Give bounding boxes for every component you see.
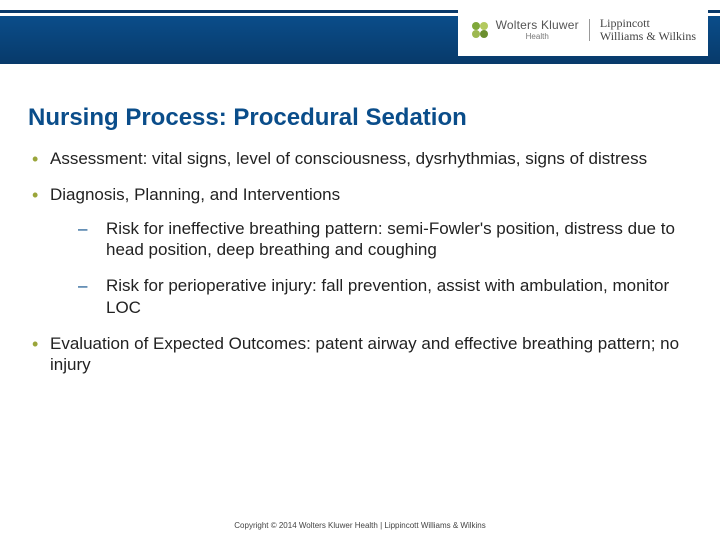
list-item: Assessment: vital signs, level of consci…	[28, 148, 692, 170]
list-item: Risk for perioperative injury: fall prev…	[66, 275, 692, 319]
bullet-text: Risk for ineffective breathing pattern: …	[106, 219, 675, 260]
slide-title: Nursing Process: Procedural Sedation	[28, 104, 700, 132]
list-item: Risk for ineffective breathing pattern: …	[66, 218, 692, 262]
brand-logo-box: Wolters Kluwer Health Lippincott William…	[458, 4, 708, 56]
lww-line2: Williams & Wilkins	[600, 30, 696, 43]
copyright-footer: Copyright © 2014 Wolters Kluwer Health |…	[0, 521, 720, 530]
bullet-list-lvl2: Risk for ineffective breathing pattern: …	[50, 218, 692, 319]
bullet-text: Diagnosis, Planning, and Interventions	[50, 185, 340, 204]
wk-brand-name: Wolters Kluwer	[496, 19, 579, 31]
bullet-text: Evaluation of Expected Outcomes: patent …	[50, 334, 679, 375]
header-bar: Wolters Kluwer Health Lippincott William…	[0, 0, 720, 74]
bullet-text: Risk for perioperative injury: fall prev…	[106, 276, 669, 317]
wolters-kluwer-logo: Wolters Kluwer Health	[470, 19, 590, 41]
bullet-list-lvl1: Assessment: vital signs, level of consci…	[28, 148, 692, 376]
slide-content: Assessment: vital signs, level of consci…	[28, 148, 692, 376]
list-item: Evaluation of Expected Outcomes: patent …	[28, 333, 692, 377]
lippincott-logo: Lippincott Williams & Wilkins	[590, 17, 696, 43]
clover-icon	[470, 20, 490, 40]
list-item: Diagnosis, Planning, and Interventions R…	[28, 184, 692, 319]
wk-brand-sub: Health	[496, 33, 579, 41]
bullet-text: Assessment: vital signs, level of consci…	[50, 149, 647, 168]
